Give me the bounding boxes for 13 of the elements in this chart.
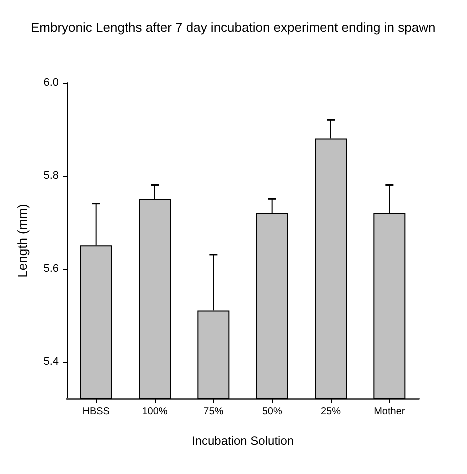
x-tick-label: 25%	[320, 406, 342, 418]
x-tick-label: 100%	[142, 406, 168, 418]
x-axis-title: Incubation Solution	[192, 434, 294, 448]
y-axis-title: Length (mm)	[15, 204, 30, 278]
y-tick-label: 5.6	[44, 262, 59, 275]
chart-title: Embryonic Lengths after 7 day incubation experiment ending in spawn	[31, 20, 436, 35]
y-tick-label: 5.8	[44, 170, 59, 182]
x-tick-label: 75%	[204, 406, 224, 418]
y-tick-label: 5.4	[44, 356, 59, 368]
x-tick-label: HBSS	[82, 406, 110, 418]
x-tick-label: Mother	[374, 406, 406, 418]
y-tick-label: 6.0	[44, 77, 59, 89]
x-tick-label: 50%	[262, 406, 282, 418]
